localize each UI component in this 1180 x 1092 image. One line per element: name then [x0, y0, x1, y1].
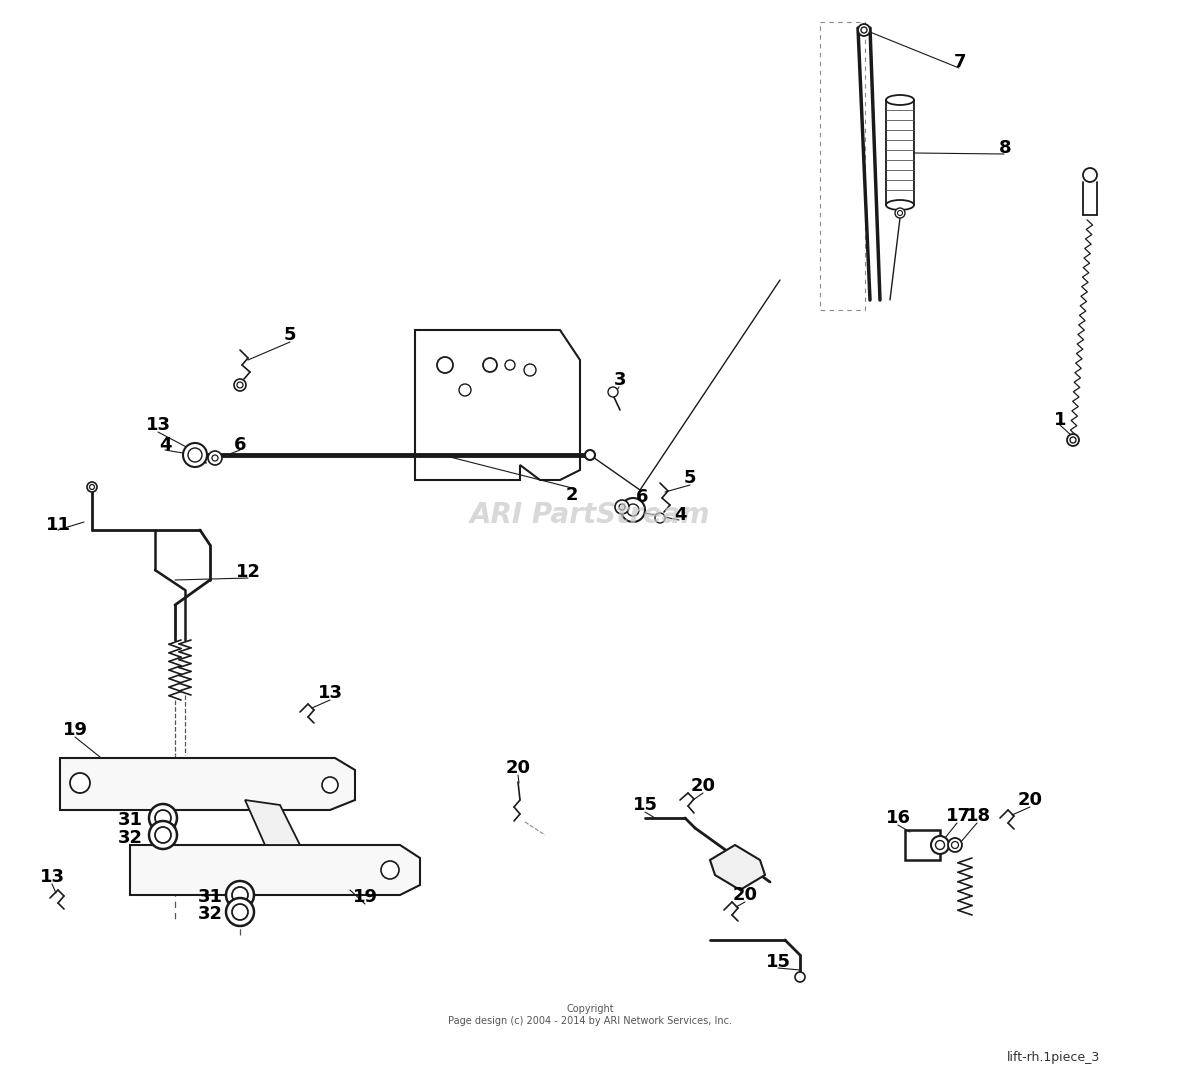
Text: lift-rh.1piece_3: lift-rh.1piece_3 [1007, 1052, 1100, 1065]
Circle shape [951, 842, 958, 848]
Text: 12: 12 [236, 563, 261, 581]
Circle shape [155, 810, 171, 826]
Circle shape [227, 881, 254, 909]
Text: 17: 17 [945, 807, 970, 824]
Text: 4: 4 [159, 436, 171, 454]
Circle shape [227, 898, 254, 926]
Text: 13: 13 [145, 416, 170, 434]
Circle shape [627, 505, 640, 517]
Text: ARI PartStream: ARI PartStream [470, 501, 710, 529]
Circle shape [615, 500, 629, 514]
Polygon shape [245, 800, 300, 845]
Text: 31: 31 [118, 811, 143, 829]
Text: 1: 1 [1054, 411, 1067, 429]
Circle shape [505, 360, 514, 370]
Circle shape [585, 450, 595, 460]
Circle shape [894, 207, 905, 218]
Circle shape [381, 860, 399, 879]
Polygon shape [130, 845, 420, 895]
Circle shape [620, 505, 625, 510]
Circle shape [232, 887, 248, 903]
Circle shape [188, 448, 202, 462]
Text: 2: 2 [565, 486, 578, 505]
Text: 11: 11 [46, 517, 71, 534]
Circle shape [149, 821, 177, 848]
Text: 32: 32 [197, 905, 223, 923]
Text: 19: 19 [63, 721, 87, 739]
Circle shape [608, 387, 618, 397]
Circle shape [70, 773, 90, 793]
Text: 4: 4 [674, 506, 687, 524]
Circle shape [931, 836, 949, 854]
Text: 13: 13 [39, 868, 65, 886]
Text: 20: 20 [505, 759, 531, 778]
Text: 20: 20 [690, 778, 715, 795]
Text: 16: 16 [885, 809, 911, 827]
Text: 32: 32 [118, 829, 143, 847]
Circle shape [858, 24, 870, 36]
Circle shape [149, 804, 177, 832]
Circle shape [936, 841, 944, 850]
Circle shape [232, 904, 248, 919]
Text: 6: 6 [636, 488, 648, 506]
Circle shape [322, 778, 337, 793]
Text: 20: 20 [733, 886, 758, 904]
Text: 15: 15 [632, 796, 657, 814]
Circle shape [155, 827, 171, 843]
Ellipse shape [886, 95, 914, 105]
Circle shape [212, 455, 218, 461]
Circle shape [90, 485, 94, 489]
Polygon shape [710, 845, 765, 890]
Circle shape [183, 443, 206, 467]
Text: Copyright
Page design (c) 2004 - 2014 by ARI Network Services, Inc.: Copyright Page design (c) 2004 - 2014 by… [448, 1005, 732, 1025]
Text: 5: 5 [683, 468, 696, 487]
Text: 13: 13 [317, 684, 342, 702]
Circle shape [795, 972, 805, 982]
Text: 20: 20 [1017, 791, 1042, 809]
Circle shape [1067, 434, 1079, 446]
Circle shape [437, 357, 453, 373]
Circle shape [1070, 437, 1076, 443]
Circle shape [208, 451, 222, 465]
Text: 6: 6 [234, 436, 247, 454]
Text: 31: 31 [197, 888, 223, 906]
Circle shape [948, 838, 962, 852]
Circle shape [621, 498, 645, 522]
Text: 18: 18 [965, 807, 990, 824]
Circle shape [861, 27, 867, 33]
Polygon shape [60, 758, 355, 810]
Text: 8: 8 [998, 139, 1011, 157]
Circle shape [524, 364, 536, 376]
Circle shape [483, 358, 497, 372]
Text: 5: 5 [283, 327, 296, 344]
Circle shape [655, 513, 666, 523]
Text: 15: 15 [766, 953, 791, 971]
Text: 19: 19 [353, 888, 378, 906]
Circle shape [87, 482, 97, 492]
Circle shape [237, 382, 243, 388]
Circle shape [898, 211, 903, 215]
Circle shape [234, 379, 245, 391]
Circle shape [459, 384, 471, 396]
Circle shape [1083, 168, 1097, 182]
Ellipse shape [886, 200, 914, 210]
Text: 7: 7 [953, 54, 966, 71]
Text: 3: 3 [614, 371, 627, 389]
